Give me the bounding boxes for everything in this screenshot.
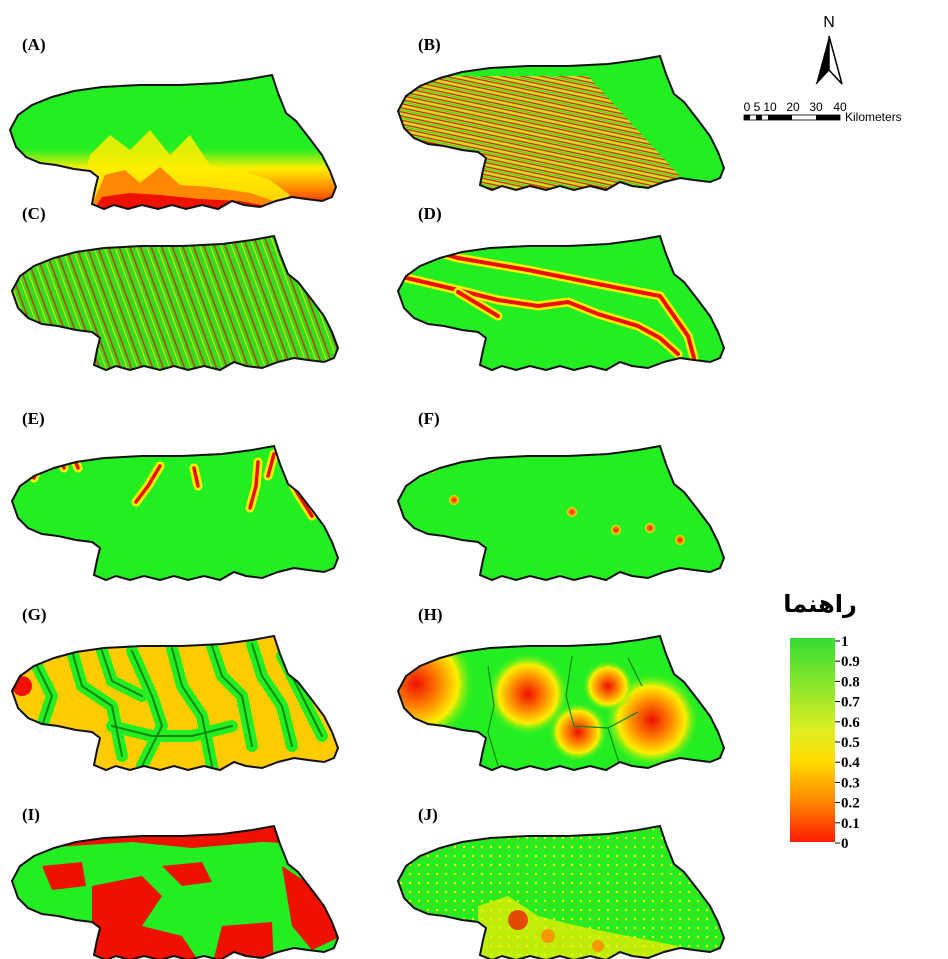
panel-label-f: (F) [418, 409, 440, 428]
map-panel-c [11, 235, 339, 371]
legend-tick-label: 0.8 [841, 674, 860, 690]
map-panel-i [11, 825, 339, 959]
panel-label-h: (H) [418, 605, 443, 624]
scale-tick-5: 5 [754, 100, 761, 114]
legend-tick-label: 0.2 [841, 796, 860, 812]
scale-tick-40: 40 [833, 100, 847, 114]
legend-color-bar [790, 638, 835, 842]
map-panel-f [397, 445, 725, 581]
scale-tick-0: 0 [744, 100, 751, 114]
panel-label-a: (A) [22, 35, 46, 54]
legend-title: راهنما [783, 590, 857, 618]
north-arrow: N [815, 14, 843, 85]
legend-tick-label: 0.7 [841, 695, 860, 711]
panel-label-d: (D) [418, 204, 442, 223]
map-panel-j [397, 825, 725, 959]
legend-tick-label: 0.9 [841, 654, 860, 670]
panel-label-j: (J) [418, 805, 438, 824]
panel-label-e: (E) [22, 409, 45, 428]
map-panel-h [397, 635, 725, 771]
legend-tick-label: 0.4 [841, 755, 860, 771]
map-panel-e [11, 445, 339, 581]
legend-tick-label: 0.6 [841, 715, 860, 731]
legend-tick-label: 0 [841, 836, 849, 852]
map-panel-b [397, 55, 725, 191]
scale-tick-20: 20 [786, 100, 800, 114]
legend-tick-label: 0.3 [841, 775, 860, 791]
panel-label-i: (I) [22, 805, 40, 824]
legend-tick-label: 0.5 [841, 735, 860, 751]
scale-bar: 0 5 10 20 30 40 Kilometers [743, 100, 902, 124]
map-panel-a [9, 74, 337, 210]
panel-label-b: (B) [418, 35, 441, 54]
legend: راهنما 1 0.9 0.8 0.7 0.6 0.5 0.4 0.3 0.2 0.1 0 [783, 590, 860, 852]
north-arrow-label: N [823, 14, 835, 31]
panel-label-g: (G) [22, 605, 47, 624]
map-panel-d [397, 235, 725, 371]
legend-tick-label: 0.1 [841, 816, 860, 832]
map-panel-g [11, 635, 339, 771]
scale-tick-30: 30 [809, 100, 823, 114]
legend-tick-label: 1 [841, 634, 849, 650]
scale-tick-10: 10 [763, 100, 777, 114]
panel-label-c: (C) [22, 204, 46, 223]
scale-unit: Kilometers [845, 110, 902, 124]
